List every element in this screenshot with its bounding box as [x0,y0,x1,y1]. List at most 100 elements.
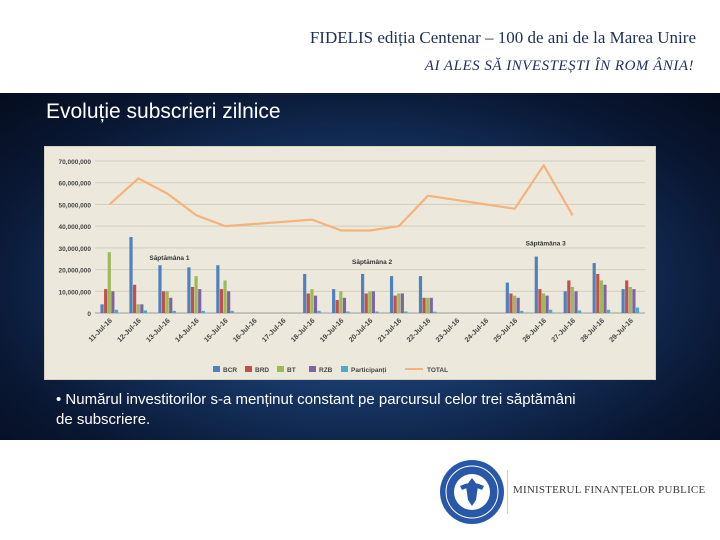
bar-rzb [516,297,520,313]
x-tick-label: 14-Jul-16 [174,317,200,343]
header-subtitle: AI ALES SĂ INVESTEȘTI ÎN ROM ÂNIA! [424,58,694,74]
bar-bt [541,293,546,313]
bar-rzb [429,297,433,313]
legend-label: BCR [223,367,237,374]
bar-bcr [361,273,365,313]
legend-label: RZB [319,367,333,374]
y-tick-label: 50,000,000 [58,202,91,209]
bar-participanti [549,309,553,313]
bar-participanti [143,310,148,313]
legend-swatch-rzb [309,366,316,372]
bar-brd [625,280,629,313]
legend-label: Participanți [351,367,387,374]
bar-bt [397,293,401,313]
x-tick-label: 21-Jul-16 [377,317,403,343]
bar-participanti [346,311,350,313]
bar-rzb [371,291,375,313]
header-title: FIDELIS ediția Centenar – 100 de ani de … [309,28,696,47]
series-line-total [108,164,574,232]
x-tick-label: 18-Jul-16 [290,317,316,343]
week-annotation: Săptămâna 1 [149,255,189,262]
bar-brd [161,291,166,313]
week-annotation: Săptămâna 2 [352,259,392,266]
legend-swatch-bt [277,366,284,372]
bar-participanti [433,311,437,313]
slide-title: Evoluție subscrieri zilnice [46,100,281,123]
bar-bt [165,291,169,313]
bar-bt [628,286,632,313]
bullet-text: • Numărul investitorilor s-a menținut co… [56,391,576,428]
y-tick-label: 60,000,000 [58,181,91,188]
bar-bt [570,286,575,313]
y-tick-label: 10,000,000 [58,289,91,296]
bar-rzb [169,297,173,313]
bar-brd [393,295,397,313]
bar-rzb [574,291,578,313]
bar-participanti [375,311,379,313]
government-seal-icon [440,460,504,524]
bar-rzb [603,284,607,313]
bar-participanti [635,307,640,313]
x-tick-label: 26-Jul-16 [522,317,548,343]
y-tick-label: 0 [87,311,91,318]
x-tick-label: 23-Jul-16 [435,317,461,343]
ministry-label: MINISTERUL FINANȚELOR PUBLICE [513,484,706,496]
bar-rzb [198,289,202,313]
ministry-logo-area [432,456,702,528]
bar-participanti [520,310,524,313]
bar-brd [538,289,542,313]
bar-bcr [505,282,509,313]
x-tick-label: 24-Jul-16 [464,317,490,343]
bar-brd [422,297,426,313]
bar-rzb [632,289,636,313]
x-tick-label: 17-Jul-16 [261,317,287,343]
bar-rzb [111,291,115,313]
bar-brd [306,293,310,313]
bar-bcr [389,276,394,313]
bar-bt [194,276,198,313]
legend-swatch-participanti [341,366,348,372]
bar-bcr [100,304,104,313]
x-tick-label: 29-Jul-16 [609,317,635,343]
bar-participanti [230,310,234,313]
bar-participanti [317,310,321,313]
bar-bcr [129,237,133,313]
bar-bcr [534,256,538,313]
legend-label: BT [287,367,296,374]
legend-swatch-bcr [213,366,220,372]
x-tick-label: 15-Jul-16 [203,317,229,343]
bar-participanti [172,310,176,313]
bar-rzb [140,304,144,313]
bar-bt [310,289,314,313]
x-tick-label: 25-Jul-16 [493,317,519,343]
bar-brd [133,284,137,313]
week-annotation: Săptămâna 3 [526,241,566,248]
x-tick-label: 13-Jul-16 [145,317,171,343]
bar-bcr [621,289,625,313]
bar-bcr [418,276,423,313]
bar-bcr [563,291,567,313]
bar-bt [339,291,343,313]
bar-bcr [187,267,191,313]
y-tick-label: 30,000,000 [58,246,91,253]
subscriptions-chart: 0 10,000,000 20,000,000 30,000,000 40,000,00… [58,159,645,374]
bar-participanti [404,311,408,313]
bar-brd [190,286,195,313]
x-tick-label: 28-Jul-16 [580,317,606,343]
x-tick-label: 16-Jul-16 [232,317,258,343]
bar-bcr [158,265,162,313]
footer-divider [507,470,508,514]
bar-brd [219,289,224,313]
bar-bt [512,295,517,313]
bar-bt [107,252,111,313]
bar-participanti [201,310,205,313]
bar-bt [599,280,603,313]
x-tick-label: 27-Jul-16 [551,317,577,343]
bar-participanti [578,310,582,313]
bar-brd [335,299,339,313]
y-tick-label: 40,000,000 [58,224,91,231]
bar-brd [104,289,108,313]
legend-swatch-brd [245,366,252,372]
chart-panel: 0 10,000,000 20,000,000 30,000,000 40,000,00… [44,146,656,380]
y-tick-label: 70,000,000 [58,159,91,166]
